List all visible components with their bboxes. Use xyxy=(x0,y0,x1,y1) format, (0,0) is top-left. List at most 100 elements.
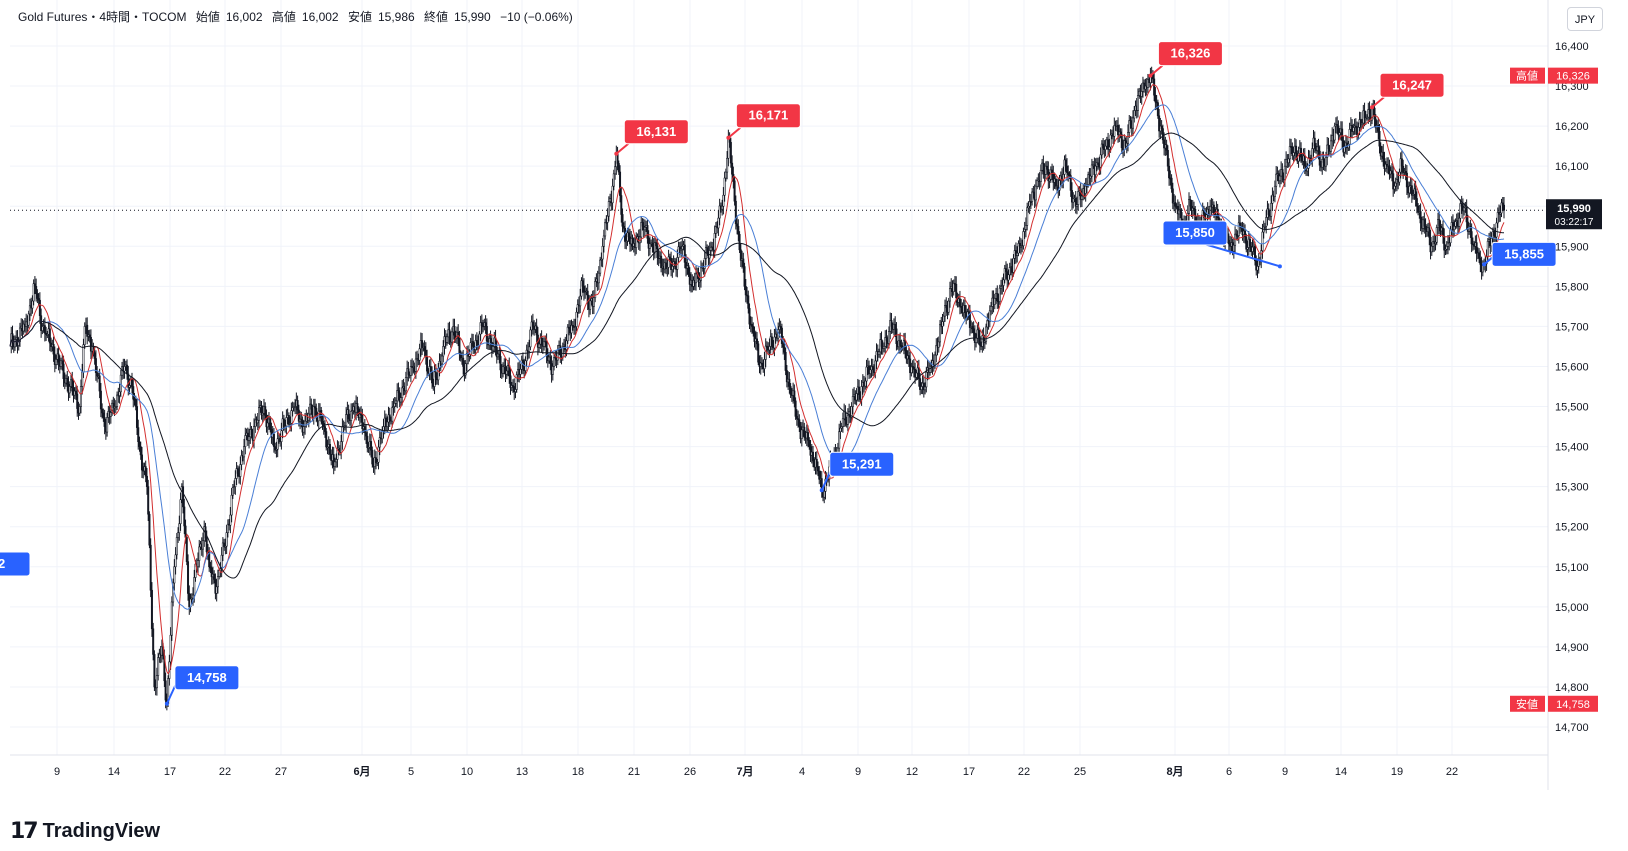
candle-body xyxy=(1024,225,1027,230)
x-tick-label: 9 xyxy=(54,766,60,778)
candle-body xyxy=(952,283,955,292)
candle-body xyxy=(864,380,867,387)
candle-body xyxy=(38,299,41,317)
candle-body xyxy=(504,365,507,375)
candle-body xyxy=(1104,145,1107,150)
candle-body xyxy=(975,337,978,343)
candle-body xyxy=(1179,209,1182,213)
candle-body xyxy=(1007,274,1010,281)
candle-body xyxy=(515,374,518,390)
candle-body xyxy=(1393,185,1396,190)
candle-body xyxy=(643,227,646,231)
ma-fast-line xyxy=(9,84,1505,675)
candle-body xyxy=(489,338,492,343)
candle-body xyxy=(1170,177,1173,190)
candle-body xyxy=(1235,233,1238,236)
candle-body xyxy=(753,332,756,342)
candle-body xyxy=(551,366,554,375)
candle-body xyxy=(937,341,940,348)
candle-body xyxy=(1465,207,1468,223)
candle-body xyxy=(1432,241,1435,247)
x-tick-label: 14 xyxy=(1335,766,1347,778)
symbol-title[interactable]: Gold Futures・4時間・TOCOM xyxy=(18,10,187,24)
extreme-price-text: 16,326 xyxy=(1171,46,1211,61)
candle-body xyxy=(93,352,96,359)
tradingview-logo-icon: 17 xyxy=(10,818,39,844)
candle-body xyxy=(314,406,317,409)
candle-body xyxy=(140,454,143,471)
candle-body xyxy=(1087,174,1090,185)
candle-body xyxy=(737,225,740,235)
currency-button[interactable]: JPY xyxy=(1567,7,1603,31)
candle-body xyxy=(729,142,732,164)
candle-body xyxy=(751,324,754,327)
low-value: 15,986 xyxy=(377,10,415,24)
candle-body xyxy=(839,427,842,433)
candle-body xyxy=(996,293,999,302)
candle-body xyxy=(469,342,472,355)
candle-body xyxy=(759,362,762,367)
candle-body xyxy=(291,407,294,411)
candle-body xyxy=(234,478,237,487)
candle-body xyxy=(1398,171,1401,183)
candle-body xyxy=(52,344,55,355)
candle-body xyxy=(1102,143,1105,149)
candle-body xyxy=(96,372,99,377)
candle-body xyxy=(1128,120,1131,133)
axis-badge-caption: 高値 xyxy=(1516,69,1538,83)
candle-body xyxy=(812,451,815,462)
candle-body xyxy=(1120,134,1123,148)
candle-body xyxy=(31,300,34,309)
open-label: 始値 xyxy=(195,10,220,24)
candle-body xyxy=(631,238,634,247)
candle-body xyxy=(683,244,686,263)
label-pointer xyxy=(615,142,629,155)
candle-body xyxy=(793,390,796,402)
candle-body xyxy=(152,628,155,655)
candle-body xyxy=(818,470,821,480)
candle-body xyxy=(128,385,131,388)
candle-body xyxy=(155,675,158,689)
candle-body xyxy=(798,419,801,427)
candle-body xyxy=(187,561,190,594)
candle-body xyxy=(565,340,568,350)
candle-body xyxy=(1326,144,1329,158)
y-tick-label: 15,800 xyxy=(1555,281,1589,293)
candle-body xyxy=(367,447,370,449)
candle-body xyxy=(599,259,602,274)
tradingview-logo[interactable]: 17 TradingView xyxy=(10,818,160,844)
candle-body xyxy=(1209,205,1212,217)
candle-body xyxy=(192,594,195,599)
candle-body xyxy=(1384,164,1387,169)
candle-body xyxy=(1429,237,1432,253)
candle-body xyxy=(1158,115,1161,132)
candle-body xyxy=(126,364,129,375)
candle-body xyxy=(1133,110,1136,119)
candle-body xyxy=(698,279,701,283)
candle-body xyxy=(356,403,359,410)
candle-body xyxy=(924,386,927,391)
candle-body xyxy=(1113,125,1116,137)
ma-slow-line xyxy=(9,132,1504,579)
candle-body xyxy=(290,410,293,424)
candle-body xyxy=(1068,174,1071,176)
candle-body xyxy=(71,379,74,389)
candle-body xyxy=(680,248,683,251)
extreme-price-text: 15,855 xyxy=(1504,246,1544,261)
candle-body xyxy=(1281,169,1284,177)
candle-body xyxy=(721,205,724,210)
candle-body xyxy=(1374,118,1377,129)
candle-body xyxy=(780,327,783,344)
candle-body xyxy=(1261,231,1264,251)
y-tick-label: 15,000 xyxy=(1555,602,1589,614)
y-tick-label: 15,700 xyxy=(1555,321,1589,333)
candle-body xyxy=(535,325,538,336)
candle-body xyxy=(726,157,729,173)
candle-body xyxy=(426,356,429,372)
candle-body xyxy=(48,328,51,344)
candle-body xyxy=(920,386,923,390)
candle-body xyxy=(568,326,571,329)
candle-body xyxy=(74,390,77,395)
candle-body xyxy=(441,355,444,365)
